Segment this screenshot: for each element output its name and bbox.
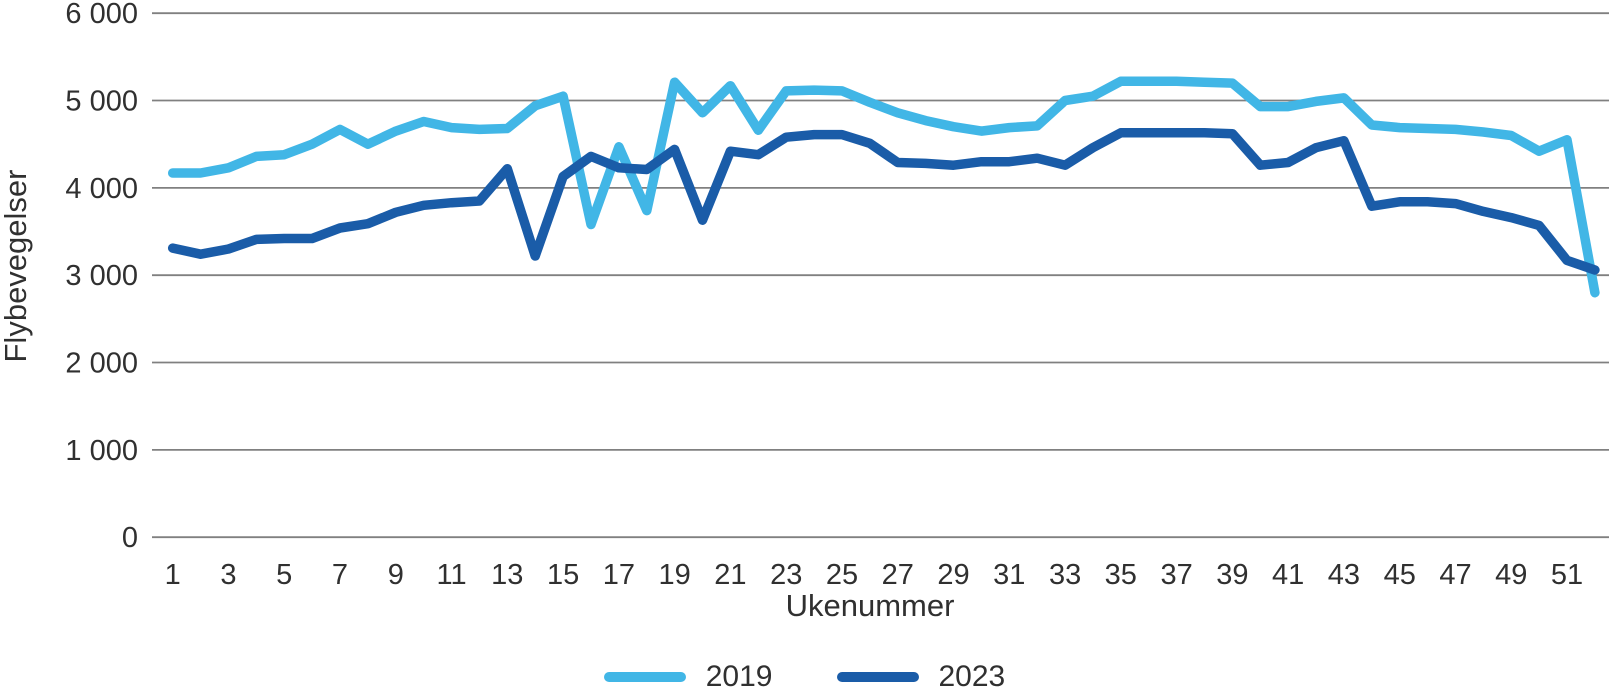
x-tick-label: 17 <box>603 559 635 591</box>
legend-item-2023: 2023 <box>836 660 1006 694</box>
x-tick-label: 23 <box>770 559 802 591</box>
legend-label-2023: 2023 <box>938 660 1006 693</box>
y-tick-label: 5 000 <box>65 86 138 118</box>
x-tick-label: 41 <box>1272 559 1304 591</box>
x-tick-label: 43 <box>1328 559 1360 591</box>
x-tick-label: 15 <box>547 559 579 591</box>
y-tick-label: 4 000 <box>65 173 138 205</box>
legend: 2019 2023 <box>0 660 1609 694</box>
series-line-2019 <box>167 76 1600 298</box>
x-tick-label: 21 <box>714 559 746 591</box>
x-tick-label: 9 <box>388 559 404 591</box>
y-tick-label: 1 000 <box>65 435 138 467</box>
y-tick-label: 3 000 <box>65 260 138 292</box>
x-tick-label: 19 <box>658 559 690 591</box>
x-tick-label: 35 <box>1105 559 1137 591</box>
x-tick-label: 1 <box>165 559 181 591</box>
x-tick-label: 31 <box>993 559 1025 591</box>
y-tick-label: 0 <box>122 522 138 554</box>
legend-line-swatch-2023-icon <box>836 672 919 682</box>
x-tick-label: 27 <box>882 559 914 591</box>
x-tick-label: 5 <box>276 559 292 591</box>
legend-label-2019: 2019 <box>705 660 773 693</box>
x-axis-title: Ukenummer <box>785 588 955 623</box>
y-tick-label: 2 000 <box>65 348 138 380</box>
legend-line-swatch-2019-icon <box>603 672 686 682</box>
x-tick-label: 33 <box>1049 559 1081 591</box>
x-tick-label: 25 <box>826 559 858 591</box>
x-tick-label: 45 <box>1384 559 1416 591</box>
legend-item-2019: 2019 <box>603 660 773 694</box>
x-tick-label: 11 <box>437 559 467 591</box>
x-tick-label: 29 <box>937 559 969 591</box>
x-tick-label: 13 <box>491 559 523 591</box>
y-tick-label: 6 000 <box>65 0 138 30</box>
x-tick-label: 3 <box>220 559 236 591</box>
y-axis-title: Flybevegelser <box>0 169 33 363</box>
x-tick-label: 47 <box>1439 559 1471 591</box>
x-tick-label: 49 <box>1495 559 1527 591</box>
x-tick-label: 39 <box>1216 559 1248 591</box>
series-line-2023 <box>167 128 1600 275</box>
x-tick-label: 51 <box>1551 559 1583 591</box>
x-tick-label: 7 <box>332 559 348 591</box>
x-tick-label: 37 <box>1160 559 1192 591</box>
